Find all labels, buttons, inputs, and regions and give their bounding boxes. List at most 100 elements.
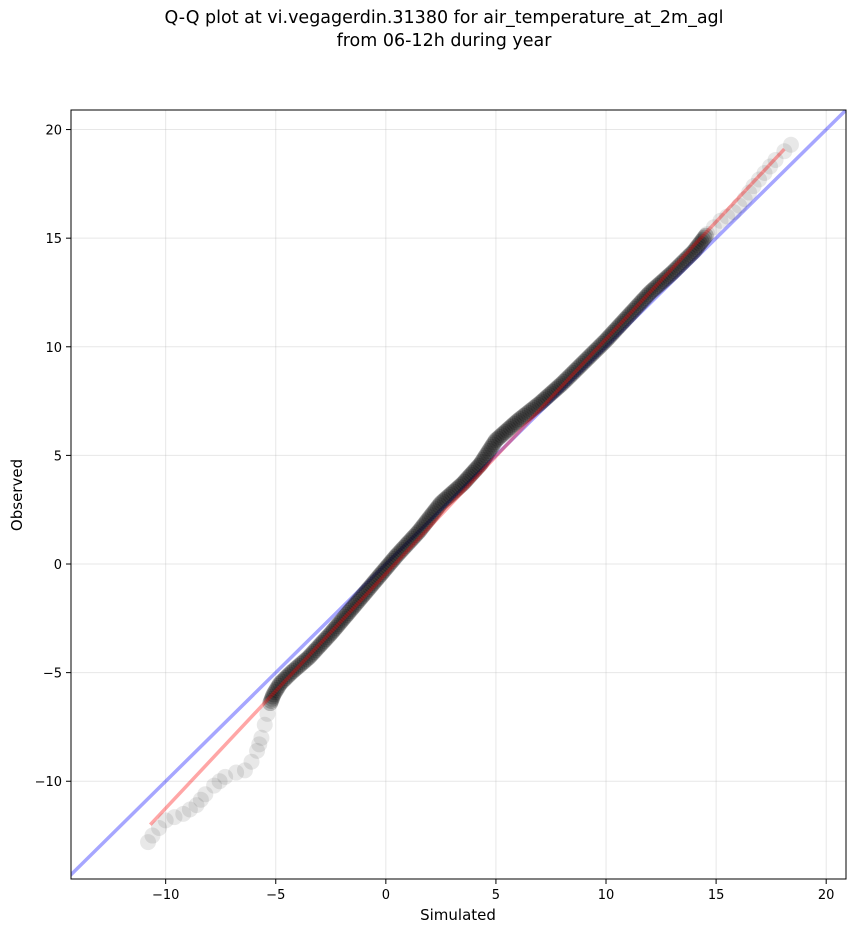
data-point: [498, 422, 515, 439]
data-point: [719, 208, 736, 225]
identity-line: [71, 110, 846, 878]
data-point: [418, 513, 435, 530]
data-point: [249, 742, 266, 759]
data-point: [485, 436, 502, 453]
data-point: [618, 310, 635, 327]
data-point: [357, 584, 374, 601]
data-point: [697, 227, 714, 244]
data-point: [751, 171, 768, 188]
data-point: [594, 335, 611, 352]
data-point: [275, 671, 292, 688]
data-point: [609, 319, 626, 336]
data-point: [440, 488, 457, 505]
data-point: [502, 419, 519, 436]
data-point: [539, 388, 556, 405]
x-tick-label: 10: [598, 888, 615, 903]
data-point: [321, 627, 338, 644]
data-point: [192, 791, 209, 808]
data-point: [587, 343, 604, 360]
data-point: [414, 519, 431, 536]
data-point: [300, 649, 317, 666]
data-point: [608, 321, 625, 338]
data-point: [263, 690, 280, 707]
y-tick-label: −5: [43, 667, 62, 682]
data-point: [604, 324, 621, 341]
data-point: [397, 538, 414, 555]
data-point: [151, 819, 168, 836]
data-point: [676, 252, 693, 269]
data-point: [535, 392, 552, 409]
data-point: [699, 225, 716, 242]
data-point: [479, 445, 496, 462]
data-point: [653, 274, 670, 291]
data-point: [687, 241, 704, 258]
data-point: [402, 532, 419, 549]
data-point: [592, 337, 609, 354]
data-point: [533, 393, 550, 410]
data-point: [506, 415, 523, 432]
data-point: [486, 434, 503, 451]
quantile-points: [140, 136, 799, 851]
data-point: [725, 204, 742, 221]
data-point: [379, 558, 396, 575]
data-point: [649, 277, 666, 294]
data-point: [390, 545, 407, 562]
data-point: [425, 505, 442, 522]
data-point: [606, 323, 623, 340]
data-point: [298, 651, 315, 668]
data-point: [268, 682, 285, 699]
data-point: [476, 449, 493, 466]
data-point: [523, 401, 540, 418]
data-point: [642, 284, 659, 301]
data-point: [157, 812, 174, 829]
data-point: [373, 565, 390, 582]
data-point: [636, 289, 653, 306]
grid-lines: [71, 110, 846, 879]
data-point: [453, 477, 470, 494]
data-point: [324, 623, 341, 640]
data-point: [665, 263, 682, 280]
data-point: [421, 509, 438, 526]
data-point: [285, 662, 302, 679]
data-point: [635, 291, 652, 308]
data-point: [527, 398, 544, 415]
data-point: [211, 773, 228, 790]
data-point: [358, 582, 375, 599]
data-point: [767, 151, 784, 168]
data-point: [264, 688, 281, 705]
data-point: [574, 355, 591, 372]
data-point: [500, 420, 517, 437]
data-point: [341, 603, 358, 620]
data-point: [564, 364, 581, 381]
y-tick-label: 5: [54, 449, 62, 464]
data-point: [283, 664, 300, 681]
data-point: [559, 370, 576, 387]
data-point: [480, 443, 497, 460]
data-point: [344, 599, 361, 616]
data-point: [557, 372, 574, 389]
data-point: [322, 625, 339, 642]
data-point: [347, 595, 364, 612]
data-point: [671, 257, 688, 274]
data-point: [458, 472, 475, 489]
data-point: [696, 229, 713, 246]
data-point: [495, 425, 512, 442]
data-point: [745, 178, 762, 195]
data-point: [472, 456, 489, 473]
data-point: [475, 451, 492, 468]
data-point: [583, 346, 600, 363]
data-point: [263, 692, 280, 709]
data-point: [693, 233, 710, 250]
data-point: [253, 729, 270, 746]
y-tick-label: 0: [54, 558, 62, 573]
data-point: [374, 564, 391, 581]
data-point: [588, 341, 605, 358]
data-point: [355, 586, 372, 603]
data-point: [310, 638, 327, 655]
data-point: [333, 612, 350, 629]
data-point: [423, 507, 440, 524]
data-point: [354, 588, 371, 605]
data-point: [330, 616, 347, 633]
data-point: [287, 661, 304, 678]
